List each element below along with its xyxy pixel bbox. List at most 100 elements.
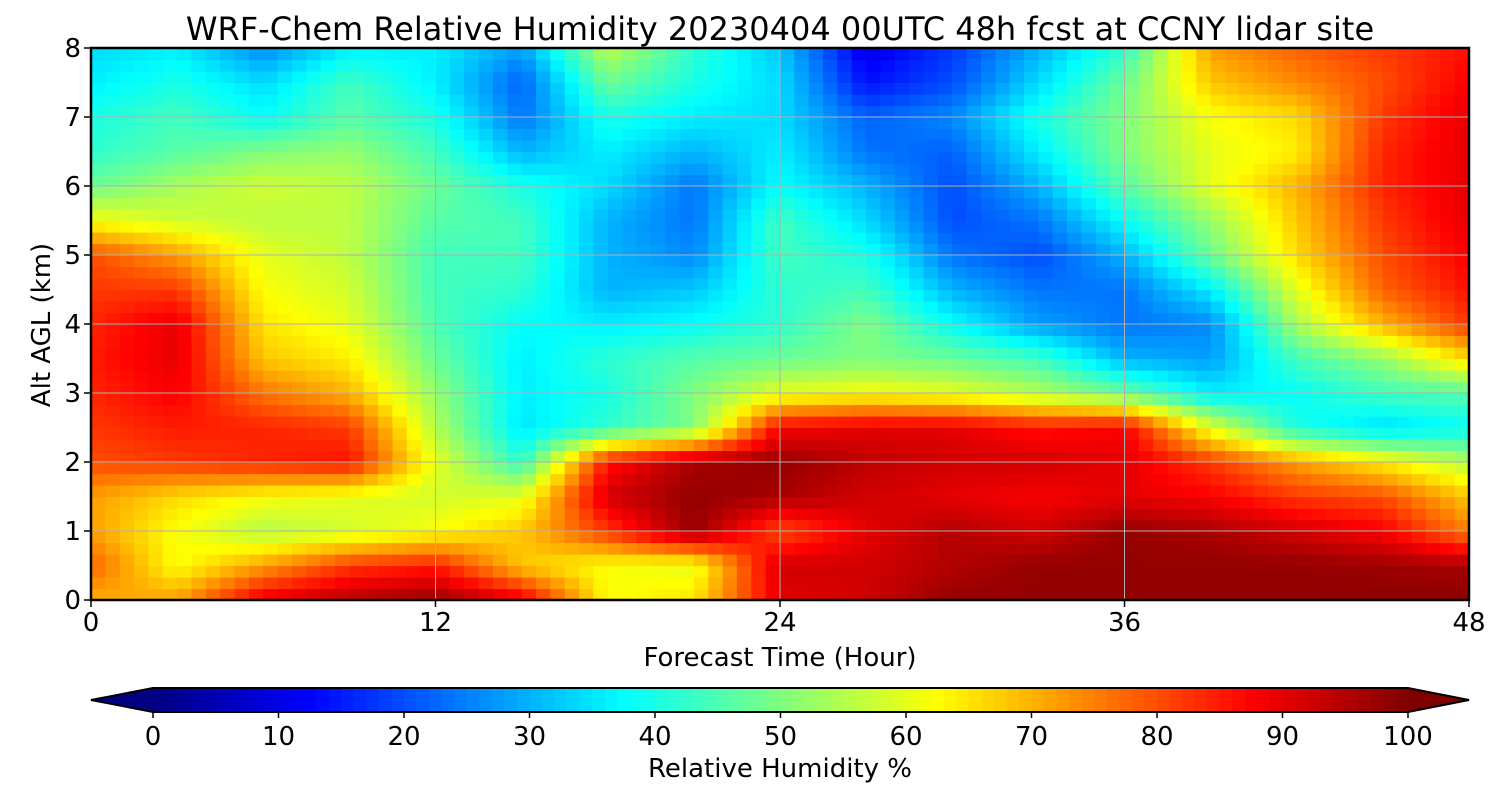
heatmap-cell: [937, 519, 953, 532]
heatmap-cell: [564, 71, 580, 84]
heatmap-cell: [952, 565, 968, 578]
heatmap-cell: [478, 197, 494, 210]
heatmap-cell: [363, 485, 379, 498]
heatmap-cell: [794, 312, 810, 325]
heatmap-cell: [1239, 301, 1255, 314]
heatmap-cell: [119, 370, 135, 383]
heatmap-cell: [1282, 197, 1298, 210]
heatmap-cell: [579, 519, 594, 532]
heatmap-cell: [1339, 485, 1355, 498]
heatmap-cell: [636, 232, 652, 245]
heatmap-cell: [866, 186, 882, 199]
heatmap-cell: [234, 117, 250, 130]
heatmap-cell: [1024, 577, 1039, 590]
heatmap-cell: [421, 140, 437, 153]
heatmap-cell: [220, 588, 236, 600]
heatmap-cell: [1024, 381, 1039, 394]
heatmap-cell: [823, 301, 839, 314]
heatmap-cell: [1296, 347, 1312, 360]
heatmap-cell: [780, 174, 795, 187]
heatmap-cell: [464, 128, 480, 141]
heatmap-cell: [1009, 565, 1025, 578]
heatmap-cell: [636, 324, 652, 337]
heatmap-cell: [1095, 163, 1111, 176]
heatmap-cell: [1196, 404, 1212, 417]
heatmap-cell: [593, 450, 609, 463]
heatmap-cell: [808, 370, 824, 383]
heatmap-cell: [966, 404, 982, 417]
heatmap-cell: [1067, 140, 1083, 153]
heatmap-cell: [1454, 71, 1469, 84]
heatmap-cell: [191, 94, 207, 107]
heatmap-cell: [765, 174, 781, 187]
heatmap-cell: [464, 393, 480, 406]
heatmap-cell: [679, 324, 695, 337]
heatmap-cell: [894, 105, 910, 118]
heatmap-cell: [851, 59, 867, 72]
heatmap-cell: [1239, 324, 1255, 337]
heatmap-cell: [607, 312, 623, 325]
heatmap-cell: [693, 416, 709, 429]
heatmap-cell: [177, 289, 193, 302]
colorbar-segment: [1006, 688, 1020, 712]
heatmap-cell: [909, 128, 925, 141]
heatmap-cell: [1167, 496, 1183, 509]
heatmap-cell: [1081, 542, 1097, 555]
heatmap-cell: [593, 151, 609, 164]
heatmap-cell: [550, 48, 566, 61]
heatmap-cell: [593, 243, 609, 256]
heatmap-cell: [248, 312, 264, 325]
heatmap-cell: [91, 197, 106, 210]
heatmap-cell: [277, 439, 293, 452]
heatmap-cell: [148, 243, 164, 256]
heatmap-cell: [736, 289, 752, 302]
heatmap-cell: [1153, 197, 1169, 210]
heatmap-cell: [1397, 59, 1413, 72]
heatmap-cell: [995, 243, 1011, 256]
heatmap-cell: [1382, 82, 1398, 95]
heatmap-cell: [851, 404, 867, 417]
heatmap-cell: [1268, 381, 1283, 394]
heatmap-cell: [134, 462, 150, 475]
heatmap-cell: [378, 220, 394, 233]
heatmap-cell: [464, 243, 480, 256]
heatmap-cell: [1095, 232, 1111, 245]
heatmap-cell: [320, 485, 336, 498]
heatmap-cell: [105, 473, 121, 486]
heatmap-cell: [995, 105, 1011, 118]
heatmap-cell: [851, 163, 867, 176]
heatmap-cell: [995, 496, 1011, 509]
heatmap-cell: [220, 209, 236, 222]
heatmap-cell: [607, 542, 623, 555]
heatmap-cell: [1081, 588, 1097, 600]
heatmap-cell: [1067, 255, 1083, 268]
heatmap-cell: [105, 404, 121, 417]
heatmap-cell: [1296, 59, 1312, 72]
heatmap-cell: [708, 255, 724, 268]
heatmap-cell: [1196, 427, 1212, 440]
heatmap-cell: [320, 266, 336, 279]
heatmap-cell: [780, 163, 795, 176]
heatmap-cell: [435, 289, 451, 302]
heatmap-cell: [823, 565, 839, 578]
heatmap-cell: [794, 105, 810, 118]
heatmap-cell: [177, 174, 193, 187]
heatmap-cell: [1268, 301, 1283, 314]
heatmap-cell: [937, 197, 953, 210]
heatmap-cell: [679, 462, 695, 475]
heatmap-cell: [435, 140, 451, 153]
heatmap-cell: [1138, 163, 1154, 176]
heatmap-cell: [177, 82, 193, 95]
heatmap-cell: [665, 347, 681, 360]
heatmap-cell: [780, 450, 795, 463]
heatmap-cell: [335, 393, 350, 406]
heatmap-cell: [1196, 94, 1212, 107]
colorbar-segment: [1056, 688, 1070, 712]
heatmap-cell: [1325, 151, 1341, 164]
heatmap-cell: [880, 450, 896, 463]
heatmap-cell: [335, 565, 350, 578]
heatmap-cell: [507, 59, 523, 72]
heatmap-cell: [1095, 266, 1111, 279]
heatmap-cell: [248, 335, 264, 348]
heatmap-cell: [291, 186, 307, 199]
